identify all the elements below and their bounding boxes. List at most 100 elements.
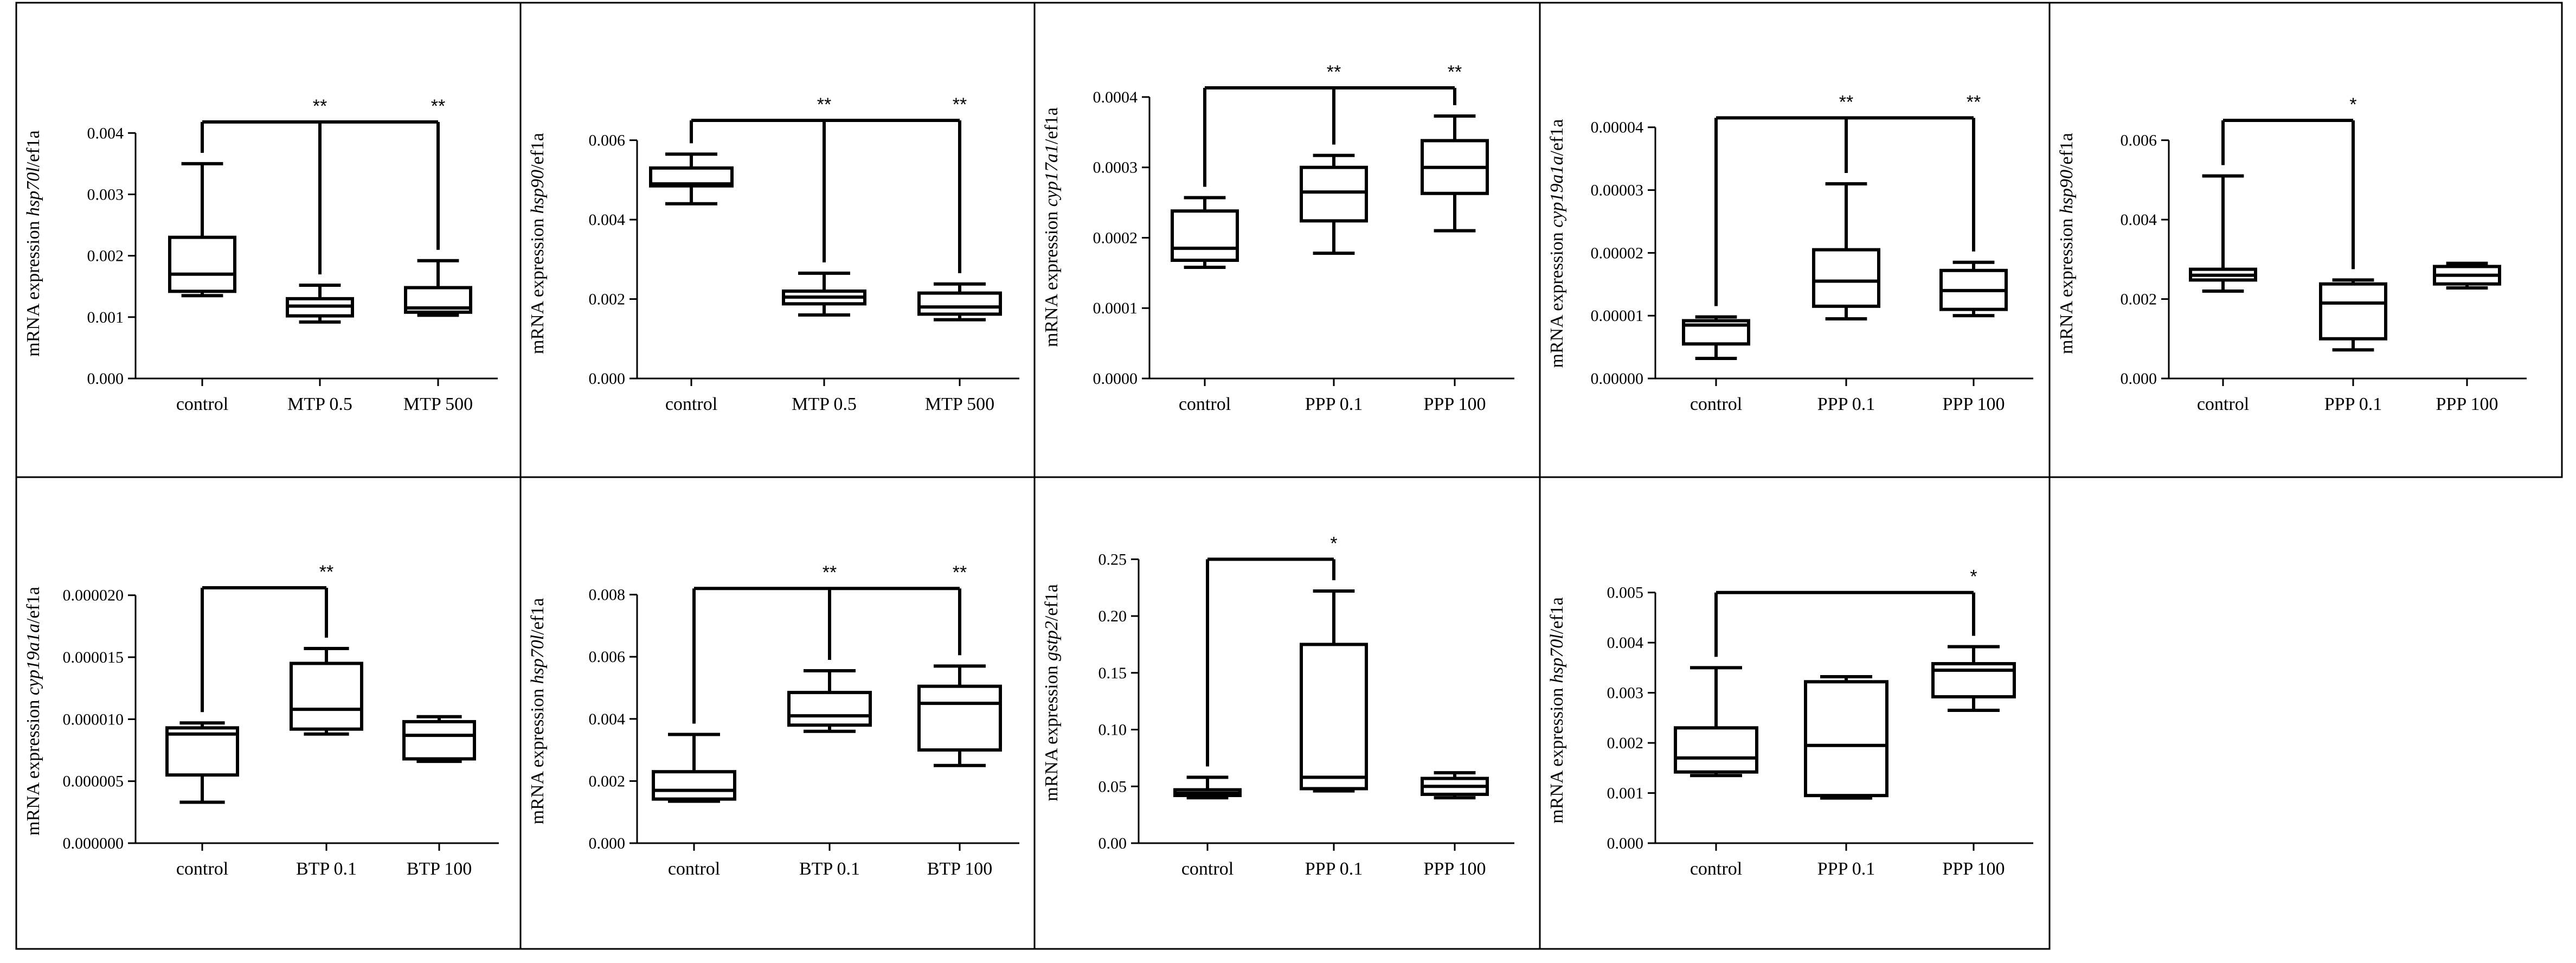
y-tick-label: 0.000000: [63, 834, 124, 852]
box-iqr: [290, 662, 363, 731]
x-tick-label: control: [668, 859, 720, 879]
y-tick-label: 0.004: [2121, 211, 2157, 229]
y-tick-label: 0.005: [1607, 584, 1644, 602]
box-iqr: [1812, 248, 1880, 308]
y-label-gene: hsp70l: [528, 635, 548, 684]
y-tick-label: 0.0002: [1093, 229, 1138, 247]
chart-panel-3: 0.0000 0.0001 0.0002 0.0003 0.0004 control PPP…: [1033, 2, 1541, 478]
significance-label: **: [953, 562, 967, 583]
x-tick-label: PPP 0.1: [1305, 394, 1363, 414]
y-axis-label: mRNA expression hsp90/ef1a: [2057, 133, 2077, 354]
significance-label: **: [319, 562, 333, 582]
y-label-suffix: /ef1a: [23, 130, 43, 167]
y-tick-label: 0.006: [589, 132, 626, 150]
y-tick-label: 0.000: [2121, 370, 2157, 388]
significance-label: **: [1839, 92, 1853, 112]
panel-frame: [1539, 2, 2051, 478]
significance-label: *: [1330, 533, 1337, 554]
y-tick-label: 0.002: [589, 772, 626, 790]
y-label-gene: cyp19a1a: [1547, 156, 1567, 227]
chart-panel-7: 0.000 0.002 0.004 0.006 0.008 control BTP 0.1 B…: [519, 476, 1036, 950]
x-tick-label: BTP 0.1: [296, 859, 357, 879]
y-tick-label: 0.003: [1607, 684, 1644, 702]
y-tick-label: 0.00001: [1591, 307, 1644, 325]
box-iqr: [917, 684, 1002, 752]
panel-frame: [1033, 2, 1541, 478]
box-iqr: [1171, 209, 1239, 262]
x-tick-label: BTP 0.1: [799, 859, 860, 879]
x-tick-label: MTP 0.5: [287, 394, 352, 414]
y-tick-label: 0.000: [589, 834, 626, 852]
panel-frame: [1539, 476, 2051, 950]
box-iqr: [652, 770, 736, 801]
y-label-prefix: mRNA expression: [1547, 683, 1567, 824]
y-label-suffix: /ef1a: [1547, 597, 1567, 634]
panel-frame: [1033, 476, 1541, 950]
x-tick-label: BTP 100: [927, 859, 993, 879]
box-iqr: [787, 691, 872, 727]
y-label-suffix: /ef1a: [23, 587, 43, 624]
panel-frame: [519, 2, 1036, 478]
y-tick-label: 0.004: [589, 710, 626, 728]
chart-panel-9: 0.000 0.001 0.002 0.003 0.004 0.005 control PPP…: [1539, 476, 2051, 950]
x-tick-label: MTP 500: [403, 394, 473, 414]
chart-panel-1: 0.000 0.001 0.002 0.003 0.004 control MTP 0.5 M…: [15, 2, 522, 478]
x-tick-label: control: [2197, 394, 2249, 414]
chart-panel-5: 0.000 0.002 0.004 0.006 control PPP 0.1 PPP 10…: [2048, 2, 2563, 478]
y-label-suffix: /ef1a: [528, 133, 548, 170]
y-tick-label: 0.0003: [1093, 159, 1138, 177]
y-label-gene: cyp19a1a: [23, 624, 43, 695]
significance-label: **: [823, 562, 837, 583]
significance-label: **: [1448, 62, 1462, 82]
y-tick-label: 0.000: [87, 370, 124, 388]
panel-frame: [15, 476, 522, 950]
y-label-prefix: mRNA expression: [528, 214, 548, 354]
y-tick-label: 0.20: [1099, 607, 1127, 625]
y-label-suffix: /ef1a: [1042, 584, 1062, 621]
significance-label: **: [431, 96, 445, 117]
x-tick-label: BTP 100: [407, 859, 472, 879]
y-tick-label: 0.0000: [1093, 370, 1138, 388]
x-tick-label: PPP 0.1: [2324, 394, 2382, 414]
significance-label: **: [1967, 92, 1981, 112]
y-axis-label: mRNA expression cyp19a1a/ef1a: [23, 587, 43, 836]
y-tick-label: 0.006: [589, 648, 626, 666]
y-label-prefix: mRNA expression: [23, 216, 43, 357]
y-label-prefix: mRNA expression: [1547, 228, 1567, 368]
box-iqr: [1674, 726, 1758, 774]
y-label-gene: gstp2: [1042, 621, 1062, 661]
y-tick-label: 0.002: [2121, 291, 2157, 309]
y-tick-label: 0.00002: [1591, 244, 1644, 262]
y-tick-label: 0.004: [1607, 634, 1644, 652]
x-tick-label: PPP 100: [1943, 394, 2005, 414]
x-tick-label: MTP 0.5: [792, 394, 857, 414]
y-label-prefix: mRNA expression: [23, 695, 43, 836]
x-tick-label: PPP 100: [1424, 859, 1486, 879]
y-axis-label: mRNA expression cyp17a1/ef1a: [1042, 107, 1062, 347]
y-tick-label: 0.05: [1099, 778, 1127, 795]
x-tick-label: PPP 0.1: [1817, 859, 1875, 879]
y-tick-label: 0.10: [1099, 721, 1127, 739]
y-label-gene: cyp17a1: [1042, 144, 1062, 207]
y-tick-label: 0.008: [589, 586, 626, 604]
box-iqr: [917, 291, 1002, 316]
chart-panel-2: 0.000 0.002 0.004 0.006 control MTP 0.5 MTP 50…: [519, 2, 1036, 478]
box-iqr: [1804, 680, 1888, 798]
y-label-gene: hsp90: [528, 170, 548, 214]
y-label-gene: hsp90: [2057, 170, 2077, 214]
y-tick-label: 0.000: [1607, 834, 1644, 852]
y-label-suffix: /ef1a: [2057, 133, 2077, 170]
x-tick-label: control: [665, 394, 717, 414]
y-tick-label: 0.00: [1099, 834, 1127, 852]
y-axis-label: mRNA expression cyp19a1a/ef1a: [1547, 119, 1567, 368]
y-tick-label: 0.00000: [1591, 370, 1644, 388]
y-tick-label: 0.002: [87, 247, 124, 265]
y-axis-label: mRNA expression gstp2/ef1a: [1042, 584, 1062, 801]
significance-label: **: [1327, 62, 1341, 82]
y-label-suffix: /ef1a: [1042, 107, 1062, 144]
y-tick-label: 0.002: [1607, 734, 1644, 752]
y-tick-label: 0.000015: [63, 649, 124, 666]
y-tick-label: 0.0004: [1093, 88, 1138, 106]
significance-label: **: [953, 94, 967, 115]
